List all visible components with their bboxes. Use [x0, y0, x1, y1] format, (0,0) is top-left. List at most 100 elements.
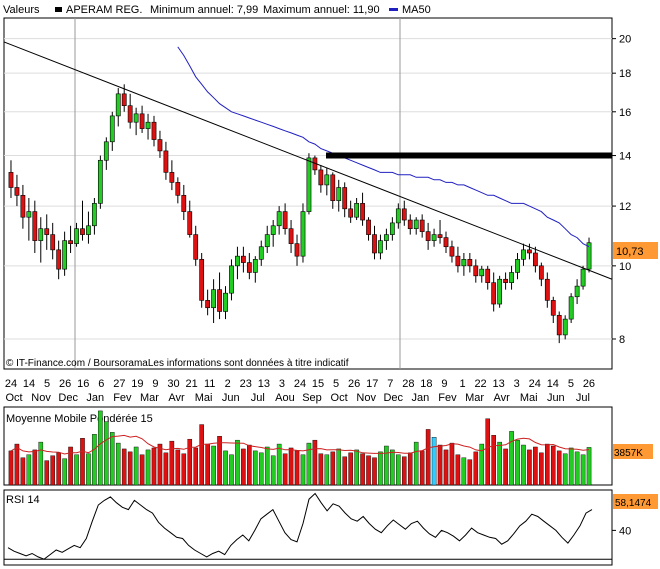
x-month-label: Dec: [58, 392, 78, 404]
candle-down: [217, 289, 222, 312]
candle-up: [306, 157, 312, 212]
candle-down: [8, 172, 14, 188]
candle-up: [521, 249, 526, 260]
volume-bar: [270, 455, 276, 486]
candle-down: [318, 169, 324, 186]
volume-bar: [300, 454, 306, 486]
header-ma50: MA50: [402, 4, 431, 16]
volume-bar: [139, 454, 145, 486]
candle-down: [139, 113, 145, 129]
candle-down: [50, 234, 56, 251]
volume-bar: [556, 450, 562, 486]
volume-bar: [413, 441, 419, 486]
volume-bar: [479, 443, 485, 486]
x-month-label: Fev: [113, 392, 132, 404]
volume-bar: [568, 447, 574, 486]
candle-down: [425, 231, 431, 241]
volume-bar: [288, 447, 294, 486]
candle-up: [38, 228, 44, 241]
y-tick-label: 8: [619, 334, 625, 346]
x-day-label: 19: [131, 378, 143, 390]
candle-down: [372, 234, 377, 254]
volume-bar: [276, 443, 282, 486]
x-month-label: Jan: [86, 392, 104, 404]
volume-bar: [509, 431, 514, 486]
volume-bar: [98, 410, 103, 486]
candle-up: [115, 93, 121, 117]
volume-bar: [318, 453, 324, 486]
volume-bar: [378, 451, 383, 486]
candle-up: [384, 234, 389, 241]
candle-down: [282, 211, 288, 229]
candle-down: [44, 228, 50, 235]
volume-bar: [32, 449, 38, 486]
candle-up: [580, 268, 586, 287]
volume-bar: [127, 451, 133, 486]
candle-down: [360, 203, 365, 221]
candle-up: [270, 225, 276, 235]
volume-bar: [443, 449, 449, 486]
x-day-label: 2: [225, 378, 231, 390]
volume-bar: [360, 453, 365, 486]
volume-bars: [8, 410, 592, 486]
candle-down: [199, 259, 205, 301]
volume-bar: [342, 456, 347, 486]
candle-up: [413, 219, 419, 229]
candle-up: [276, 211, 282, 227]
volume-bar: [20, 457, 26, 486]
volume-bar: [449, 442, 455, 486]
candle-down: [437, 234, 443, 238]
candle-down: [205, 300, 211, 309]
volume-bar: [38, 441, 44, 486]
candle-up: [574, 285, 580, 298]
volume-bar: [62, 458, 67, 486]
x-day-label: 13: [493, 378, 505, 390]
x-day-label: 9: [152, 378, 158, 390]
volume-title: Moyenne Mobile Pondérée 15: [6, 413, 153, 425]
last-rsi-box: [613, 494, 658, 509]
price-axis: 8 10 12 14 16 18 20: [612, 34, 631, 346]
volume-bar: [497, 441, 502, 486]
volume-bar: [86, 453, 91, 486]
candle-up: [211, 289, 216, 309]
x-day-label: 26: [59, 378, 71, 390]
candle-down: [241, 255, 246, 263]
candle-down: [288, 228, 294, 244]
volume-ma-line: [10, 434, 590, 455]
source-note: © IT-Finance.com / BoursoramaLes informa…: [6, 358, 349, 369]
x-month-label: Sep: [302, 392, 322, 404]
x-day-label: 3: [279, 378, 285, 390]
x-month-label: Mai: [195, 392, 213, 404]
x-month-label: Jul: [251, 392, 265, 404]
ticker-marker: [55, 7, 62, 12]
candle-down: [175, 182, 181, 196]
candle-up: [378, 240, 383, 254]
candle-up: [562, 318, 568, 336]
candle-down: [348, 208, 354, 218]
volume-bar: [8, 450, 14, 486]
x-day-label: 14: [23, 378, 35, 390]
candle-down: [14, 187, 20, 196]
volume-bar: [187, 438, 193, 486]
candle-down: [68, 240, 73, 244]
ma-legend-marker: [389, 8, 398, 11]
volume-bar: [241, 448, 246, 486]
x-month-label: Jul: [576, 392, 590, 404]
candle-down: [32, 211, 38, 241]
x-month-label: Nov: [356, 392, 376, 404]
volume-bar: [533, 446, 538, 486]
candle-up: [324, 174, 330, 186]
price-grid: [4, 18, 612, 369]
volume-bar: [539, 452, 544, 486]
volume-bar: [396, 454, 401, 486]
x-day-label: 21: [185, 378, 197, 390]
volume-bar: [169, 440, 175, 486]
candle-down: [544, 278, 550, 301]
volume-bar: [574, 451, 580, 486]
last-volume-box: [613, 444, 653, 459]
candle-down: [187, 211, 193, 235]
volume-bar: [491, 435, 496, 486]
candle-down: [407, 219, 413, 229]
volume-bar: [455, 454, 461, 486]
candle-up: [479, 268, 485, 277]
